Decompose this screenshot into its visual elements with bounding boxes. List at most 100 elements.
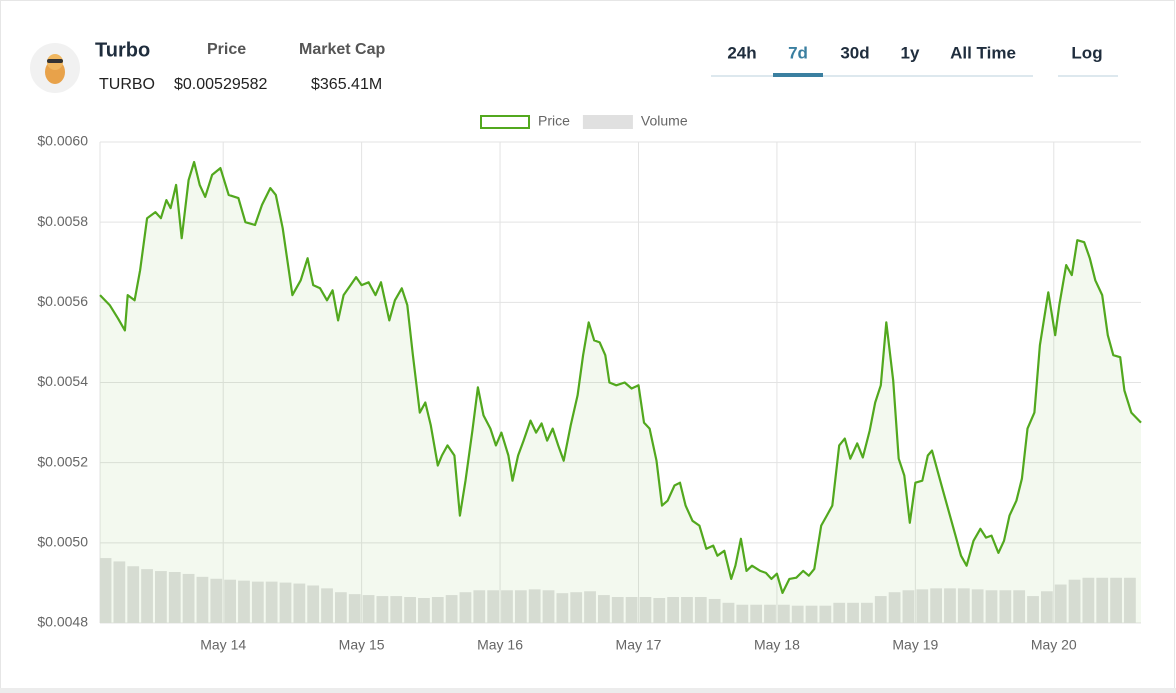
volume-bar: [694, 597, 707, 623]
volume-bar: [777, 604, 790, 623]
y-tick-label: $0.0060: [37, 133, 88, 149]
volume-bar: [168, 572, 181, 623]
volume-bar: [376, 596, 389, 623]
volume-bar: [722, 602, 735, 623]
x-tick-label: May 17: [616, 637, 662, 653]
volume-bar: [127, 566, 140, 623]
y-tick-label: $0.0052: [37, 453, 88, 469]
volume-bar: [764, 604, 776, 623]
volume-bar: [487, 590, 500, 623]
volume-bar: [155, 571, 167, 623]
price-area: [100, 162, 1141, 623]
x-tick-label: May 15: [339, 637, 385, 653]
volume-bar: [833, 602, 846, 623]
market-cap-label: Market Cap: [299, 41, 385, 58]
volume-bar: [874, 596, 887, 623]
volume-bar: [404, 597, 416, 623]
volume-bar: [1027, 596, 1039, 623]
price-label: Price: [207, 41, 246, 58]
volume-bar: [625, 597, 638, 623]
log-button[interactable]: Log: [1071, 43, 1102, 62]
x-tick-label: May 19: [892, 637, 938, 653]
volume-bar: [141, 569, 153, 623]
volume-bar: [736, 604, 749, 623]
volume-bar: [957, 588, 970, 623]
tab[interactable]: 30d: [840, 43, 869, 62]
volume-bar: [293, 583, 306, 623]
volume-bar: [681, 597, 693, 623]
volume-bar: [1054, 584, 1067, 623]
volume-bar: [819, 605, 832, 623]
volume-bar: [861, 602, 873, 623]
volume-bar: [321, 588, 333, 623]
coin-name: Turbo: [95, 39, 150, 61]
volume-bar: [238, 580, 250, 623]
volume-bar: [113, 561, 126, 623]
volume-bar: [265, 581, 278, 623]
volume-bar: [750, 604, 763, 623]
volume-bar: [930, 588, 943, 623]
x-tick-label: May 18: [754, 637, 800, 653]
volume-bar: [418, 597, 430, 623]
market-cap-value: $365.41M: [311, 76, 382, 93]
volume-bar: [570, 592, 583, 623]
tab[interactable]: All Time: [950, 43, 1016, 62]
volume-bar: [514, 590, 527, 623]
volume-bar: [805, 605, 818, 623]
volume-bar: [307, 585, 320, 623]
volume-bar: [445, 595, 458, 623]
volume-bar: [1040, 591, 1053, 623]
volume-bar: [348, 594, 361, 623]
volume-bar: [902, 590, 915, 623]
volume-bar: [1082, 577, 1095, 623]
volume-bar: [598, 595, 610, 623]
volume-bar: [224, 579, 237, 623]
volume-bar: [390, 596, 403, 623]
legend-label: Volume: [641, 113, 688, 129]
price-value: $0.00529582: [174, 76, 268, 93]
volume-bar: [1124, 577, 1136, 623]
x-tick-label: May 14: [200, 637, 246, 653]
volume-bar: [971, 589, 984, 623]
volume-bar: [528, 589, 541, 623]
y-tick-label: $0.0050: [37, 534, 88, 550]
volume-bar: [501, 590, 513, 623]
volume-bar: [639, 597, 652, 623]
volume-bar: [196, 576, 209, 623]
legend-swatch: [480, 115, 530, 129]
volume-bar: [888, 592, 901, 623]
volume-bar: [708, 598, 721, 623]
volume-bar: [944, 588, 956, 623]
x-tick-label: May 16: [477, 637, 523, 653]
volume-bar: [362, 595, 375, 623]
price-line: [99, 160, 1142, 594]
volume-bar: [279, 582, 292, 623]
volume-bar: [667, 597, 679, 623]
y-tick-label: $0.0056: [37, 293, 88, 309]
volume-bar: [99, 558, 112, 623]
y-tick-label: $0.0058: [37, 213, 88, 229]
volume-bar: [653, 597, 666, 623]
legend-label: Price: [538, 113, 570, 129]
volume-bar: [334, 592, 347, 623]
coin-symbol: TURBO: [99, 76, 155, 93]
volume-bar: [251, 581, 264, 623]
volume-bar: [556, 593, 569, 623]
volume-bar: [1013, 590, 1026, 623]
tab[interactable]: 24h: [727, 43, 756, 62]
volume-bar: [584, 591, 596, 623]
volume-bar: [473, 590, 486, 623]
tab[interactable]: 1y: [901, 43, 920, 62]
y-tick-label: $0.0048: [37, 614, 88, 630]
volume-bar: [791, 605, 804, 623]
legend-swatch: [582, 115, 633, 129]
volume-bar: [1068, 579, 1081, 623]
x-tick-label: May 20: [1031, 637, 1077, 653]
volume-bar: [182, 573, 195, 623]
logo: [30, 43, 80, 93]
y-tick-label: $0.0054: [37, 373, 88, 389]
volume-bar: [847, 602, 859, 623]
volume-bar: [916, 589, 929, 623]
tab[interactable]: 7d: [788, 43, 808, 62]
